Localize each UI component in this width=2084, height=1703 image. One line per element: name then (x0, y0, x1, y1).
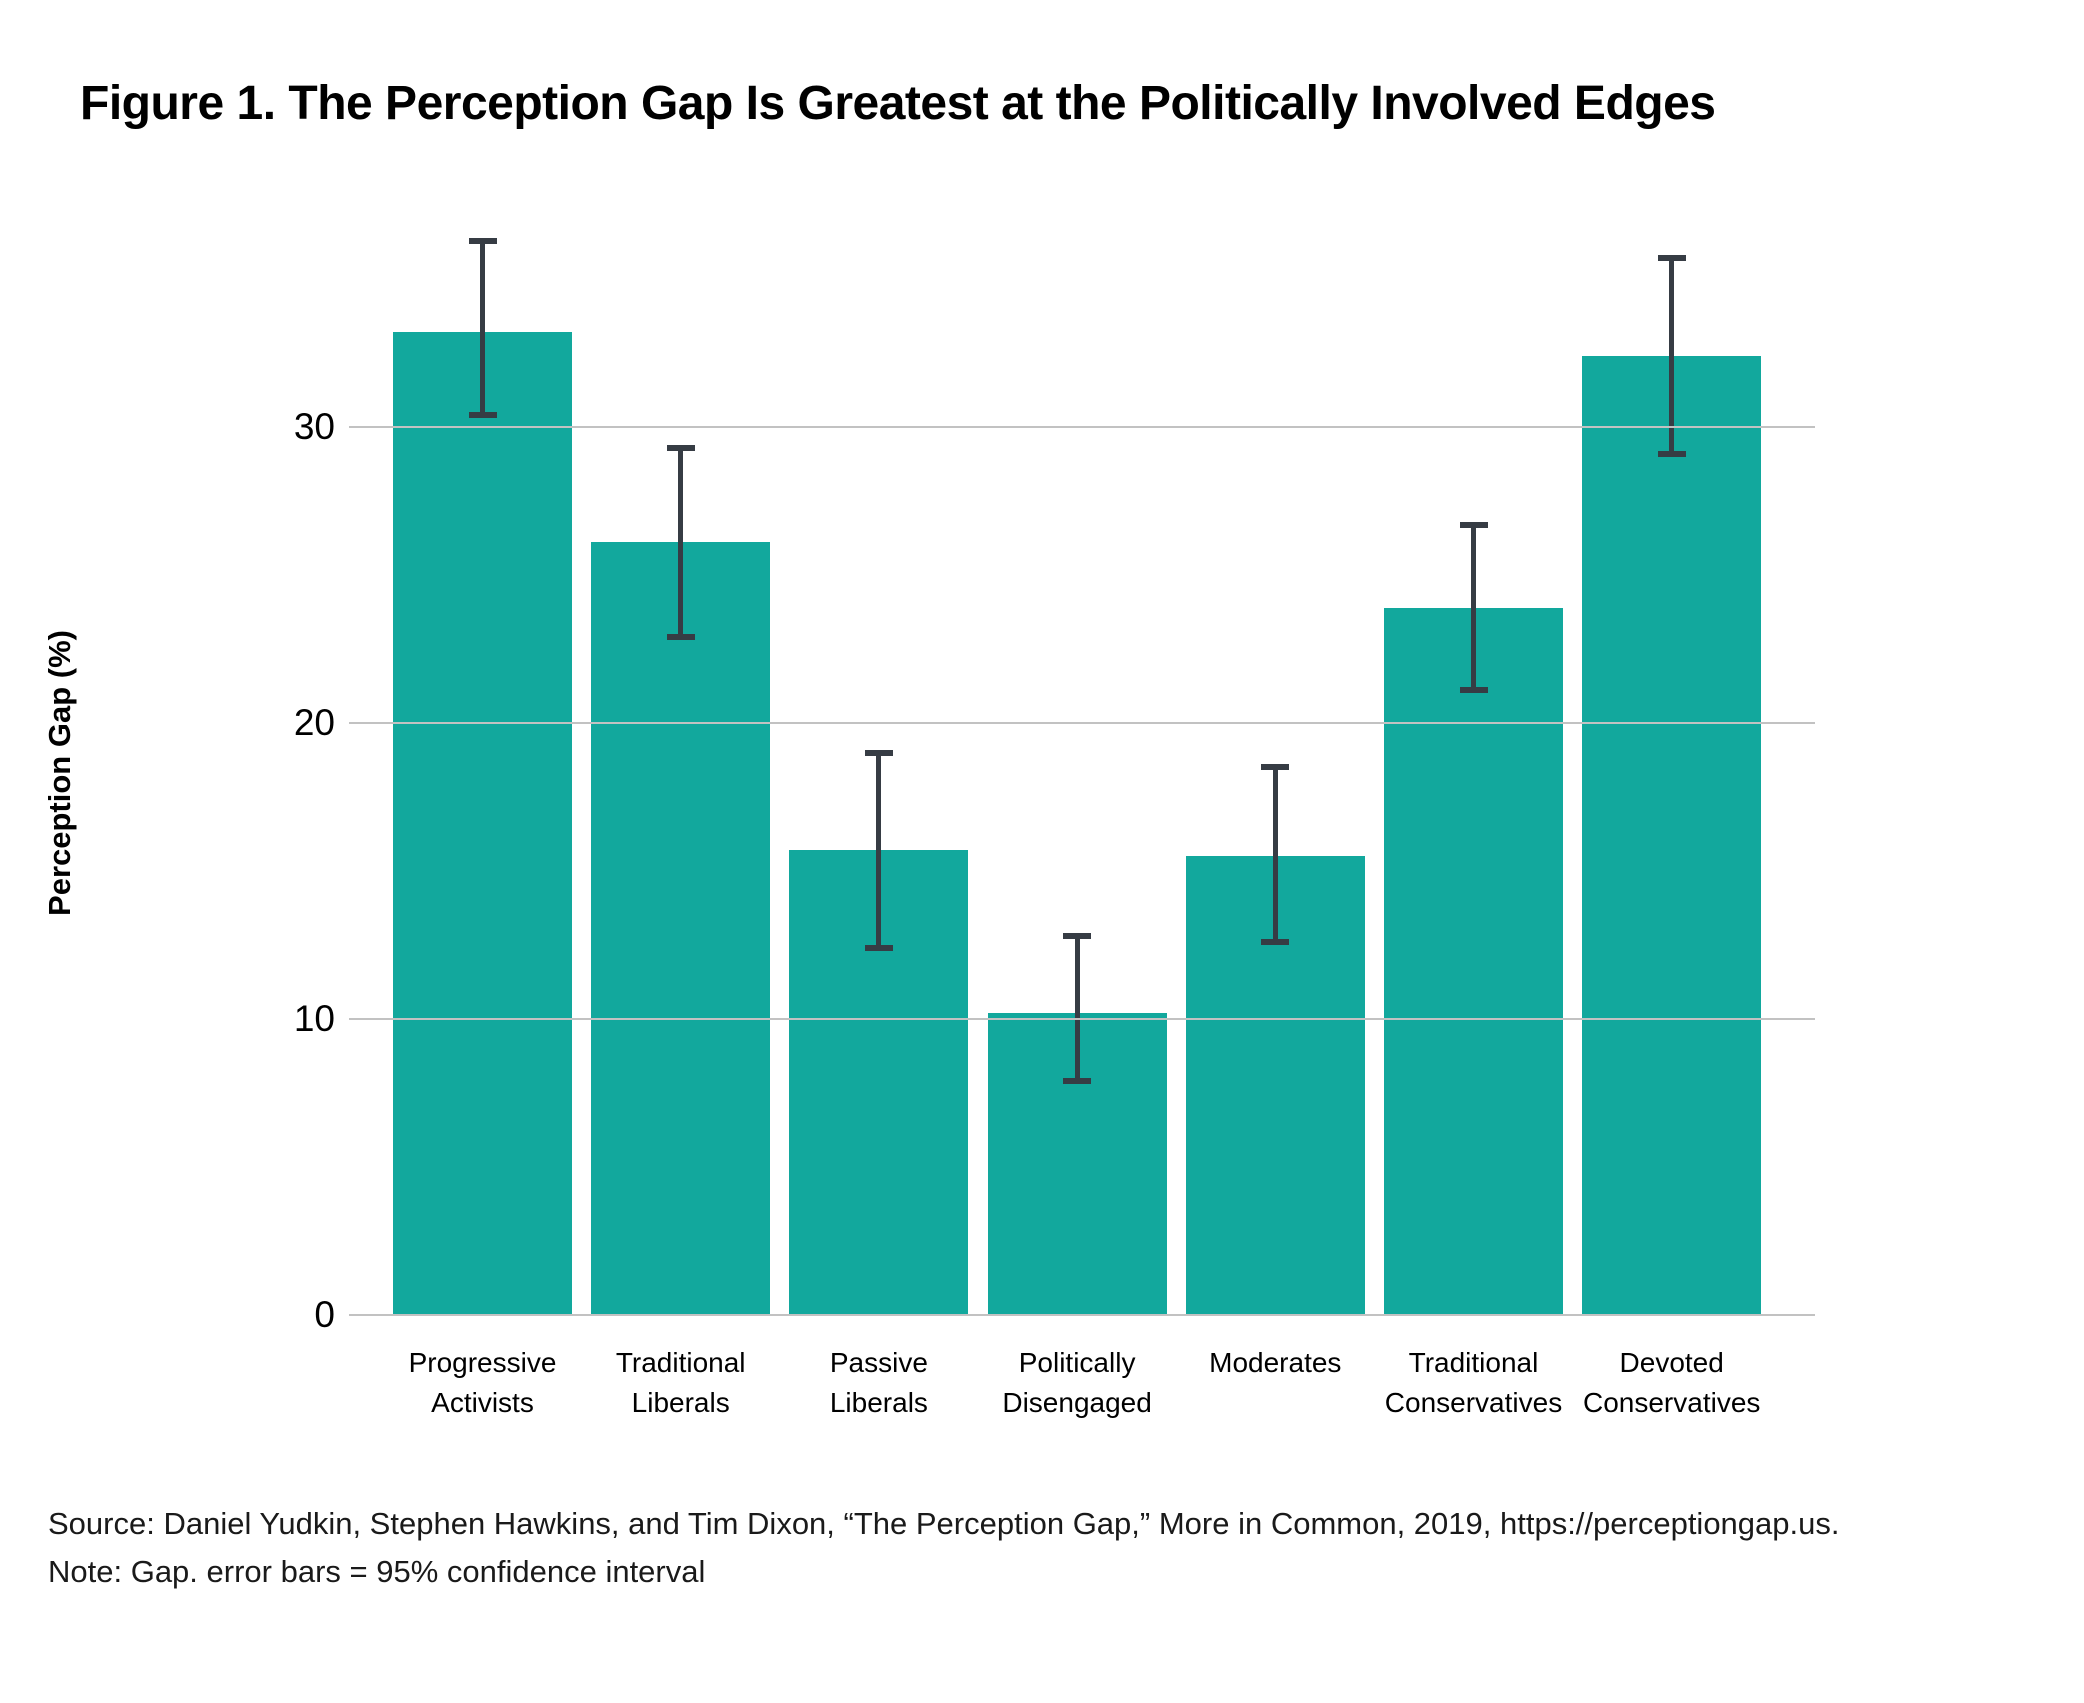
error-bar-cap (1063, 933, 1092, 940)
error-bar-cap (468, 412, 497, 419)
error-bar-cap (1063, 1078, 1092, 1085)
gridline-20 (349, 722, 1815, 724)
error-bar-cap (666, 634, 695, 641)
error-bar-cap (864, 944, 893, 951)
bar-devoted-conservatives (1582, 355, 1762, 1315)
error-bar-cap (1459, 521, 1488, 528)
y-tick-label-0: 0 (314, 1294, 335, 1335)
bar-progressive-activists (393, 332, 572, 1315)
y-tick-label-30: 30 (293, 406, 335, 447)
y-tick-label-10: 10 (293, 998, 335, 1039)
x-tick-label-moderates: Moderates (1145, 1343, 1405, 1383)
gridline-10 (349, 1018, 1815, 1020)
x-tick-line: Politically (1018, 1347, 1136, 1378)
error-bar-cap (1261, 764, 1290, 771)
source-caption: Source: Daniel Yudkin, Stephen Hawkins, … (48, 1506, 1840, 1541)
error-bar-line (1669, 258, 1675, 454)
x-tick-line: Traditional (615, 1347, 746, 1378)
x-tick-label-passive-liberals: Passive Liberals (749, 1343, 1009, 1423)
bar-traditional-conservatives (1384, 607, 1563, 1315)
error-bar-cap (1657, 450, 1686, 457)
x-tick-label-progressive-activists: Progressive Activists (353, 1343, 613, 1423)
x-tick-line: Traditional (1408, 1347, 1539, 1378)
x-tick-line: Conservatives (1384, 1387, 1563, 1418)
y-tick-label-20: 20 (293, 702, 335, 743)
x-tick-label-traditional-liberals: Traditional Liberals (551, 1343, 811, 1423)
error-bar-cap (1657, 255, 1686, 262)
x-tick-line: Activists (431, 1387, 534, 1418)
x-tick-line: Moderates (1209, 1347, 1342, 1378)
error-bar-cap (666, 444, 695, 451)
x-tick-line: Passive (829, 1347, 928, 1378)
error-bar-line (1471, 524, 1476, 691)
bar-traditional-liberals (591, 542, 771, 1315)
error-bar-line (678, 447, 684, 638)
x-tick-line: Disengaged (1002, 1387, 1152, 1418)
error-bar-cap (1459, 687, 1488, 694)
error-bar-line (1272, 767, 1278, 943)
gridline-30 (349, 426, 1815, 428)
gridline-0 (349, 1314, 1815, 1316)
x-tick-line: Devoted (1619, 1347, 1724, 1378)
x-tick-line: Conservatives (1582, 1387, 1761, 1418)
error-bar-line (1074, 936, 1080, 1082)
x-tick-label-politically-disengaged: Politically Disengaged (947, 1343, 1207, 1423)
error-bar-cap (864, 749, 893, 756)
error-bar-cap (468, 237, 497, 244)
x-tick-line: Liberals (631, 1387, 730, 1418)
x-tick-label-traditional-conservatives: Traditional Conservatives (1344, 1343, 1604, 1423)
error-bar-line (876, 752, 882, 948)
note-caption: Note: Gap. error bars = 95% confidence i… (48, 1554, 706, 1589)
x-tick-line: Progressive (408, 1347, 557, 1378)
x-tick-line: Liberals (829, 1387, 928, 1418)
error-bar-line (480, 240, 485, 416)
x-tick-label-devoted-conservatives: Devoted Conservatives (1542, 1343, 1802, 1423)
plot-area (349, 200, 1815, 1316)
error-bar-cap (1261, 939, 1290, 946)
y-axis-label: Perception Gap (%) (42, 630, 77, 916)
figure-title: Figure 1. The Perception Gap Is Greatest… (80, 77, 1716, 130)
